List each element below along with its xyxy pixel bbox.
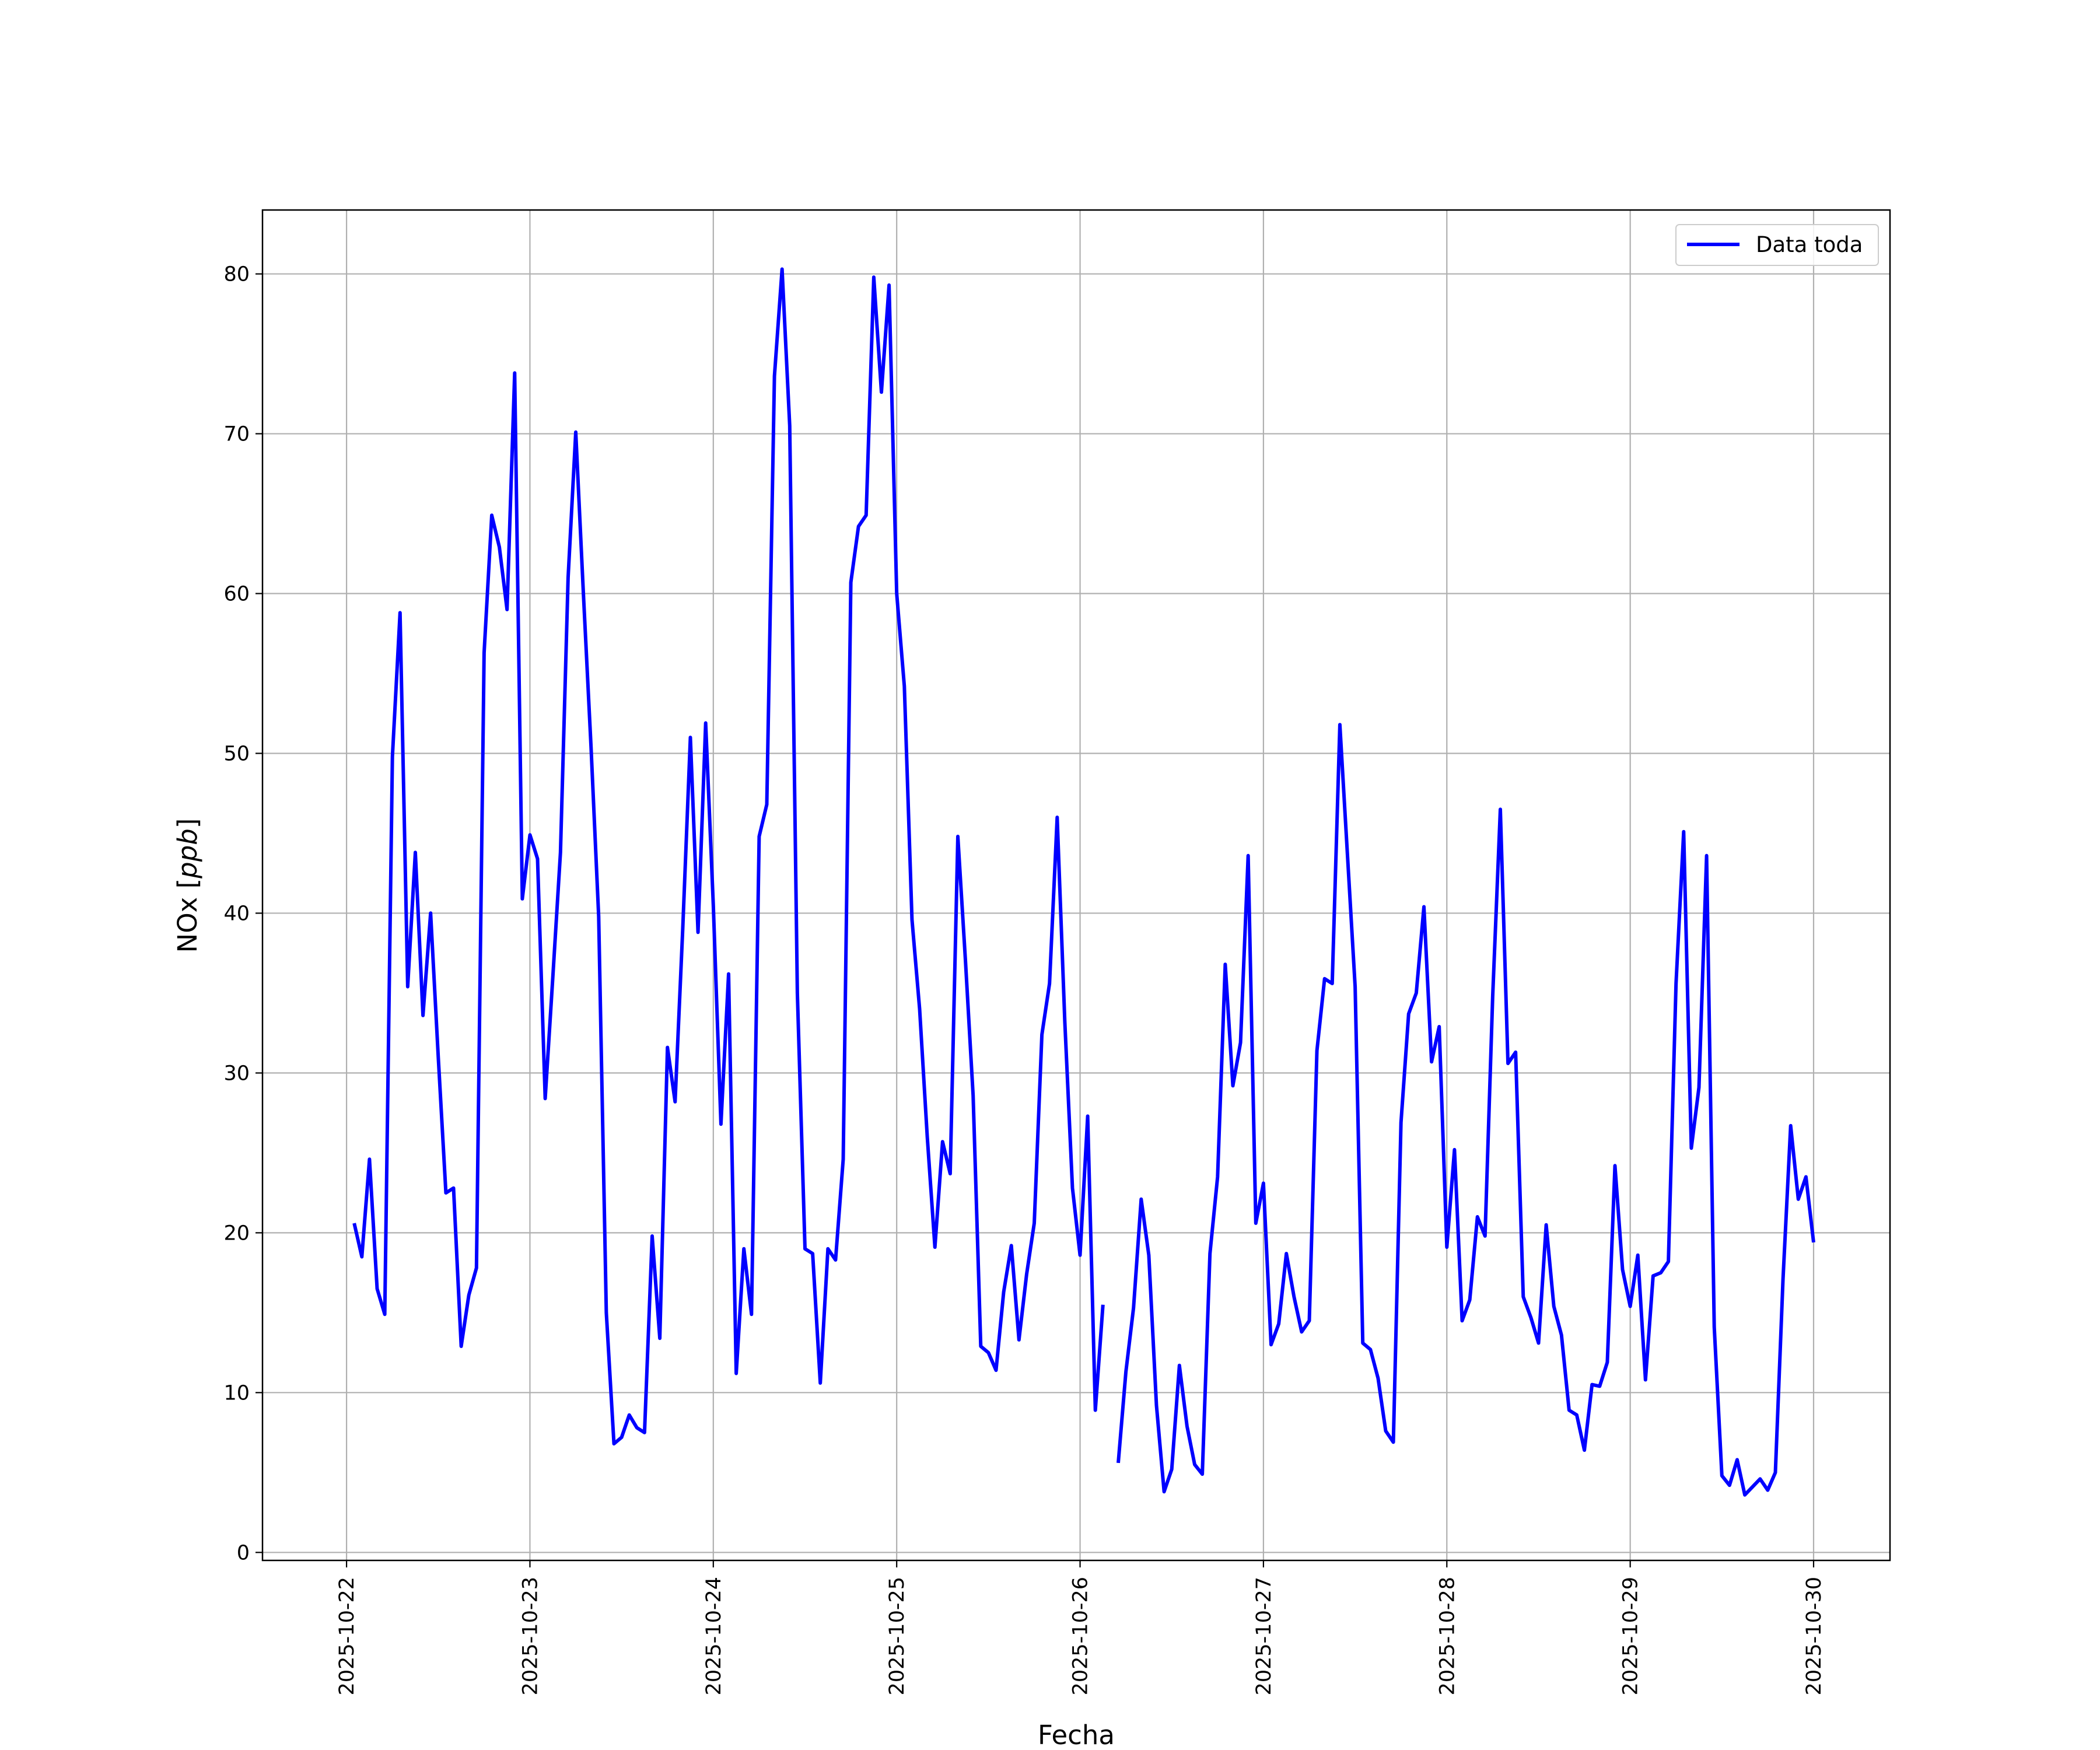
y-tick-label: 80 [223, 263, 250, 286]
y-tick-label: 50 [223, 742, 250, 765]
x-tick-label: 2025-10-26 [1069, 1577, 1093, 1695]
x-tick-label: 2025-10-27 [1252, 1577, 1276, 1695]
y-axis-label-suffix: ] [172, 818, 203, 829]
legend-box [1675, 224, 1879, 266]
y-tick-label: 0 [237, 1541, 250, 1564]
x-tick-label: 2025-10-22 [335, 1577, 359, 1695]
y-axis-label-prefix: NOx [ [172, 878, 203, 953]
y-tick-label: 20 [223, 1222, 250, 1245]
y-tick-label: 40 [223, 902, 250, 925]
y-tick-label: 60 [223, 583, 250, 606]
x-tick-label: 2025-10-29 [1619, 1577, 1643, 1695]
grid-lines [262, 210, 1890, 1560]
series-layer [352, 267, 1815, 1497]
x-tick-label: 2025-10-25 [886, 1577, 909, 1695]
x-tick-label: 2025-10-23 [519, 1577, 542, 1695]
y-tick-label: 70 [223, 423, 250, 446]
x-axis-ticks: 2025-10-22 2025-10-23 2025-10-24 2025-10-25… [335, 1560, 1826, 1695]
y-tick-label: 10 [223, 1381, 250, 1405]
y-axis-label-unit: ppb [172, 828, 203, 879]
x-tick-label: 2025-10-28 [1436, 1577, 1459, 1695]
y-tick-label: 30 [223, 1062, 250, 1085]
x-tick-label: 2025-10-24 [702, 1577, 726, 1695]
legend: Data toda [1675, 224, 1879, 266]
y-axis-label: NOx [ppb] [172, 818, 203, 953]
x-axis-label: Fecha [1038, 1720, 1115, 1750]
legend-label-data-toda: Data toda [1756, 232, 1863, 257]
series-line-0 [352, 267, 1815, 1497]
plot-frame [261, 209, 1891, 1562]
x-tick-label: 2025-10-30 [1803, 1577, 1826, 1695]
y-axis-ticks: 0 10 20 30 40 50 60 70 80 [223, 263, 262, 1564]
